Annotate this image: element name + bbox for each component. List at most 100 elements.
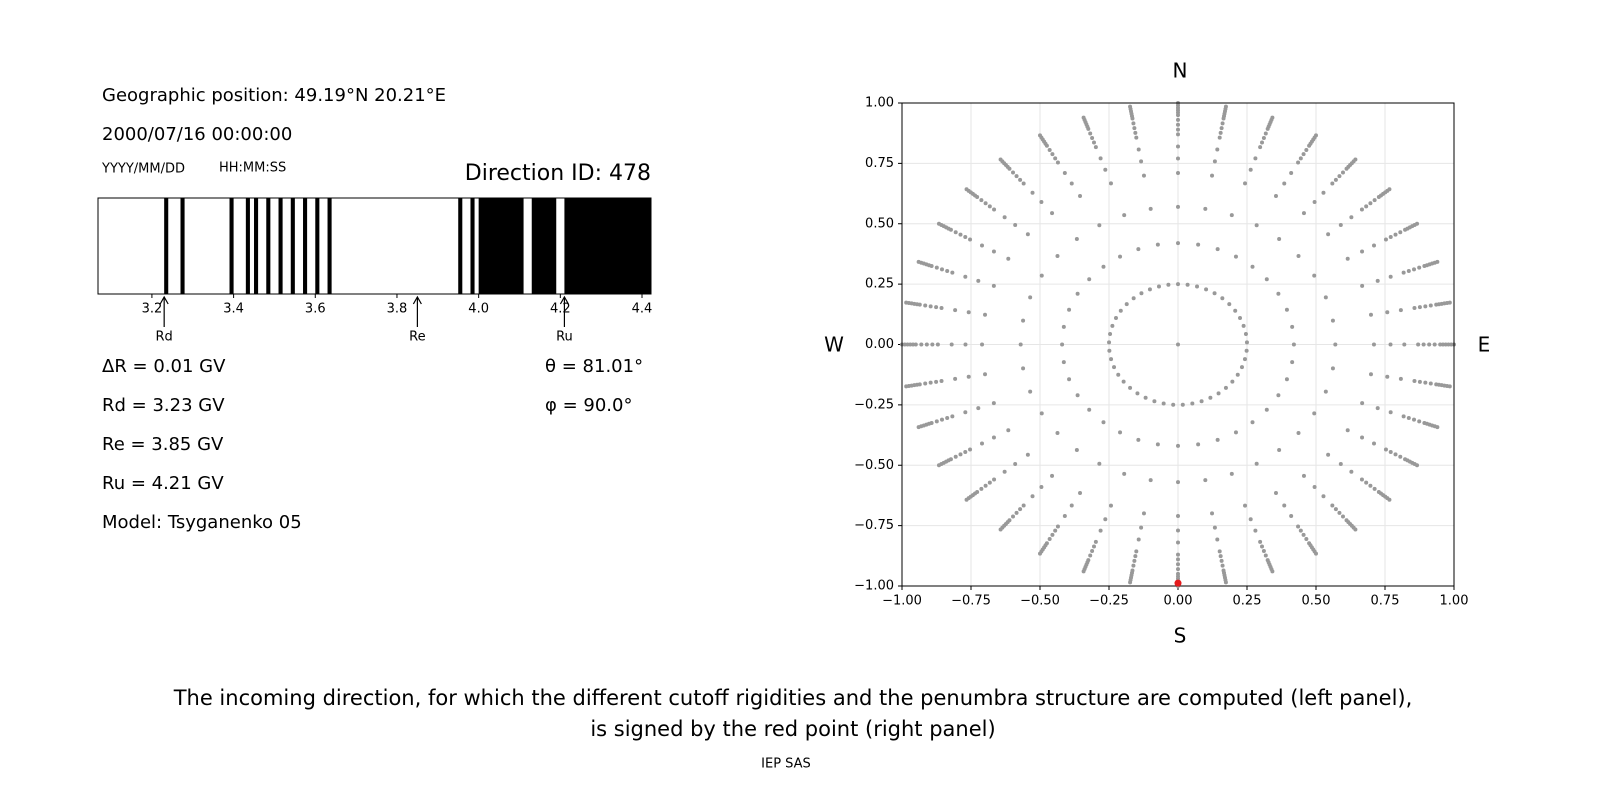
direction-point	[1196, 442, 1201, 447]
direction-point	[904, 300, 909, 305]
x-tick-label: 4.2	[550, 302, 571, 317]
direction-point	[905, 342, 910, 347]
x-tick-label: 0.00	[1164, 594, 1193, 609]
direction-point	[980, 441, 985, 446]
direction-point	[1050, 152, 1055, 157]
direction-point	[1176, 132, 1180, 137]
forbidden-band	[266, 198, 271, 294]
direction-point	[1435, 259, 1440, 264]
direction-point	[936, 463, 941, 468]
direction-point	[1345, 256, 1350, 261]
direction-point	[1055, 430, 1060, 435]
direction-point	[966, 374, 971, 379]
direction-point	[1028, 389, 1033, 394]
y-tick-label: −0.50	[854, 458, 894, 473]
direction-point	[1039, 484, 1044, 489]
datetime: 2000/07/16 00:00:00	[102, 124, 292, 145]
direction-point	[1253, 528, 1258, 533]
direction-point	[1284, 307, 1289, 312]
direction-point	[1203, 478, 1208, 483]
direction-point	[1229, 213, 1234, 218]
direction-point	[1147, 287, 1152, 292]
direction-point	[1134, 549, 1139, 554]
y-tick-label: 0.75	[865, 156, 894, 171]
direction-point	[1124, 302, 1129, 307]
direction-point	[1421, 342, 1426, 347]
south: S	[1174, 624, 1187, 648]
y-tick-label: −0.25	[854, 397, 894, 412]
direction-point	[983, 312, 988, 317]
direction-point	[983, 372, 988, 377]
direction-point	[992, 207, 997, 212]
direction-point	[1359, 207, 1364, 212]
direction-point	[1368, 201, 1373, 206]
direction-point	[1118, 308, 1123, 313]
direction-point	[1333, 177, 1338, 182]
direction-point	[1368, 312, 1373, 317]
direction-point	[1314, 133, 1318, 138]
direction-point	[1330, 366, 1335, 371]
footer: IEP SAS	[761, 757, 811, 772]
direction-point	[1290, 324, 1295, 329]
direction-point	[1360, 435, 1365, 440]
direction-point	[1212, 291, 1217, 296]
direction-point	[1238, 316, 1243, 321]
direction-point	[1412, 306, 1417, 311]
direction-point	[1289, 171, 1294, 176]
x-tick-label: 3.6	[305, 302, 326, 317]
direction-point	[1330, 503, 1335, 508]
direction-point	[1135, 391, 1140, 396]
direction-point	[1118, 430, 1123, 435]
direction-point	[1393, 232, 1398, 237]
parameter: Re = 3.85 GV	[102, 434, 224, 455]
forbidden-band	[470, 198, 475, 294]
direction-point	[1340, 170, 1345, 175]
direction-point	[1375, 406, 1380, 411]
direction-point	[1443, 342, 1448, 347]
direction-point	[963, 235, 968, 240]
direction-point	[1171, 402, 1176, 407]
direction-point	[934, 419, 939, 424]
penumbra-frame	[97, 197, 652, 295]
direction-point	[1039, 273, 1044, 278]
direction-point	[991, 249, 996, 254]
direction-point	[987, 480, 992, 485]
direction-point	[1229, 471, 1234, 476]
direction-point	[1176, 480, 1180, 485]
x-tick-label: 4.4	[632, 302, 653, 317]
direction-point	[1093, 539, 1098, 544]
direction-point	[1375, 278, 1380, 283]
direction-point	[916, 425, 921, 430]
direction-point	[1447, 300, 1452, 305]
forbidden-band	[327, 198, 332, 294]
direction-point	[1388, 342, 1393, 347]
x-tick-label: 3.8	[387, 302, 408, 317]
y-tick-label: 1.00	[865, 96, 894, 111]
direction-point	[1018, 507, 1023, 512]
direction-point	[1025, 232, 1030, 237]
direction-point	[1321, 190, 1326, 195]
forbidden-band	[229, 198, 234, 294]
direction-point	[1264, 277, 1269, 282]
direction-point	[1021, 181, 1026, 186]
direction-point	[1108, 181, 1113, 186]
direction-point	[930, 342, 935, 347]
direction-point	[1217, 135, 1222, 140]
direction-point	[950, 414, 955, 419]
y-tick-label: −0.75	[854, 518, 894, 533]
direction-point	[1176, 528, 1180, 533]
direction-point	[1028, 295, 1033, 300]
direction-point	[968, 447, 973, 452]
direction-point	[1108, 332, 1113, 337]
direction-point	[1326, 232, 1331, 237]
direction-point	[949, 342, 954, 347]
direction-point	[1296, 524, 1301, 529]
direction-point	[1330, 318, 1335, 323]
direction-point	[1248, 517, 1253, 522]
direction-point	[935, 342, 940, 347]
direction-point	[1118, 254, 1123, 259]
direction-point	[1011, 514, 1016, 519]
direction-point	[1128, 580, 1133, 585]
parameter: ΔR = 0.01 GV	[102, 356, 226, 377]
direction-point	[1176, 144, 1180, 149]
